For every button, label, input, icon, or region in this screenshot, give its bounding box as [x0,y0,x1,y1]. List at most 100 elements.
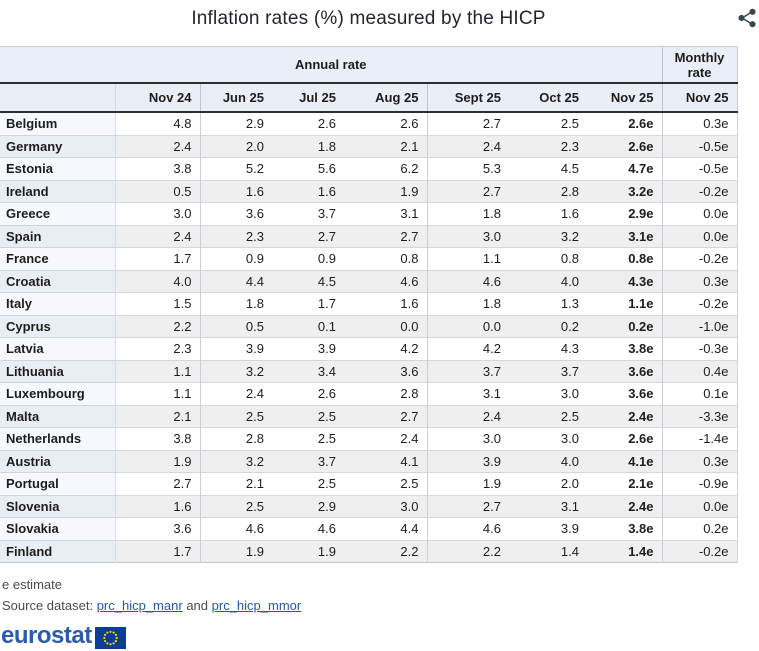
annual-value-cell: 2.4 [426,405,509,428]
annual-value-cell: 4.2 [426,337,509,360]
annual-value-cell: 0.9 [199,247,272,270]
annual-value-cell: 2.3 [509,135,587,158]
annual-value-cell: 3.0 [509,427,587,450]
annual-value-cell: 1.9 [426,472,509,495]
country-label: Netherlands [0,427,115,450]
annual-value-cell: 2.4 [114,225,200,248]
annual-value-cell: 5.3 [426,157,509,180]
annual-value-cell: 3.9 [509,517,587,540]
table-row: Lithuania 1.1 3.2 3.4 3.6 3.7 3.7 3.6e 0.4e [0,360,738,383]
annual-value-cell: 1.7 [272,292,344,315]
country-label: Belgium [0,112,115,135]
annual-value-cell: 3.8 [114,427,200,450]
annual-value-cell: 2.9 [272,495,344,518]
annual-value-cell: 3.7 [272,450,344,473]
annual-value-cell: 2.5 [272,405,344,428]
monthly-value-cell: -3.3e [661,405,738,428]
annual-value-cell: 3.2 [509,225,587,248]
annual-value-cell: 4.3e [587,270,663,293]
annual-value-cell: 3.4 [272,360,344,383]
annual-value-cell: 3.6e [587,382,663,405]
annual-value-cell: 1.5 [114,292,200,315]
column-header: Nov 24 [114,83,200,113]
annual-value-cell: 4.5 [272,270,344,293]
annual-value-cell: 4.7e [587,157,663,180]
annual-value-cell: 0.0 [426,315,509,338]
annual-value-cell: 2.5 [199,405,272,428]
source-link-manr[interactable]: prc_hicp_manr [96,598,183,613]
table-body: Belgium 4.8 2.9 2.6 2.6 2.7 2.5 2.6e 0.3e Germany… [0,112,738,563]
annual-value-cell: 3.8 [114,157,200,180]
annual-value-cell: 3.1 [344,202,427,225]
annual-value-cell: 2.8 [344,382,427,405]
country-label: Estonia [0,157,115,180]
monthly-value-cell: -1.4e [661,427,738,450]
annual-value-cell: 1.7 [114,247,200,270]
annual-value-cell: 1.8 [199,292,272,315]
annual-value-cell: 2.6e [587,135,663,158]
country-label: Portugal [0,472,115,495]
monthly-column-header: Nov 25 [661,83,738,113]
annual-value-cell: 3.0 [426,225,509,248]
blank-header-cell [0,83,115,113]
monthly-value-cell: 0.2e [661,517,738,540]
table-row: Belgium 4.8 2.9 2.6 2.6 2.7 2.5 2.6e 0.3e [0,112,738,135]
annual-value-cell: 2.7 [114,472,200,495]
country-label: Latvia [0,337,115,360]
annual-value-cell: 0.8 [509,247,587,270]
annual-value-cell: 1.9 [344,180,427,203]
source-link-mmor[interactable]: prc_hicp_mmor [211,598,302,613]
table-row: Italy 1.5 1.8 1.7 1.6 1.8 1.3 1.1e -0.2e [0,292,738,315]
annual-value-cell: 3.7 [272,202,344,225]
monthly-value-cell: -1.0e [661,315,738,338]
annual-value-cell: 2.0 [509,472,587,495]
annual-value-cell: 4.6 [199,517,272,540]
annual-value-cell: 1.1 [426,247,509,270]
annual-value-cell: 2.2 [426,540,509,563]
annual-value-cell: 0.8e [587,247,663,270]
country-label: Austria [0,450,115,473]
annual-value-cell: 1.9 [199,540,272,563]
annual-value-cell: 0.2e [587,315,663,338]
annual-value-cell: 1.7 [114,540,200,563]
country-label: Luxembourg [0,382,115,405]
monthly-value-cell: 0.3e [661,450,738,473]
annual-value-cell: 2.2 [344,540,427,563]
annual-value-cell: 4.0 [509,450,587,473]
annual-value-cell: 4.6 [344,270,427,293]
table-row: Spain 2.4 2.3 2.7 2.7 3.0 3.2 3.1e 0.0e [0,225,738,248]
annual-value-cell: 3.2 [199,450,272,473]
annual-value-cell: 1.6 [114,495,200,518]
annual-value-cell: 1.8 [426,292,509,315]
monthly-value-cell: 0.0e [661,202,738,225]
share-icon [738,8,756,28]
column-header: Jun 25 [199,83,272,113]
table-row: Estonia 3.8 5.2 5.6 6.2 5.3 4.5 4.7e -0.5e [0,157,738,180]
monthly-rate-group-header: Monthly rate [661,46,738,84]
annual-value-cell: 1.6 [509,202,587,225]
table-row: Portugal 2.7 2.1 2.5 2.5 1.9 2.0 2.1e -0.9e [0,472,738,495]
country-label: Cyprus [0,315,115,338]
annual-value-cell: 2.5 [272,472,344,495]
monthly-value-cell: -0.3e [661,337,738,360]
country-label: Malta [0,405,115,428]
source-label: Source dataset: [2,598,94,613]
share-button[interactable] [736,7,758,29]
annual-value-cell: 3.9 [426,450,509,473]
annual-value-cell: 3.1e [587,225,663,248]
table-row: Greece 3.0 3.6 3.7 3.1 1.8 1.6 2.9e 0.0e [0,202,738,225]
monthly-value-cell: -0.9e [661,472,738,495]
annual-value-cell: 4.6 [426,517,509,540]
annual-value-cell: 3.6e [587,360,663,383]
annual-value-cell: 0.0 [344,315,427,338]
annual-value-cell: 4.0 [509,270,587,293]
annual-value-cell: 3.0 [344,495,427,518]
annual-value-cell: 2.3 [114,337,200,360]
table-row: Luxembourg 1.1 2.4 2.6 2.8 3.1 3.0 3.6e 0.1e [0,382,738,405]
annual-value-cell: 2.7 [344,405,427,428]
annual-value-cell: 1.1e [587,292,663,315]
country-label: Italy [0,292,115,315]
annual-value-cell: 4.1 [344,450,427,473]
monthly-value-cell: -0.2e [661,292,738,315]
